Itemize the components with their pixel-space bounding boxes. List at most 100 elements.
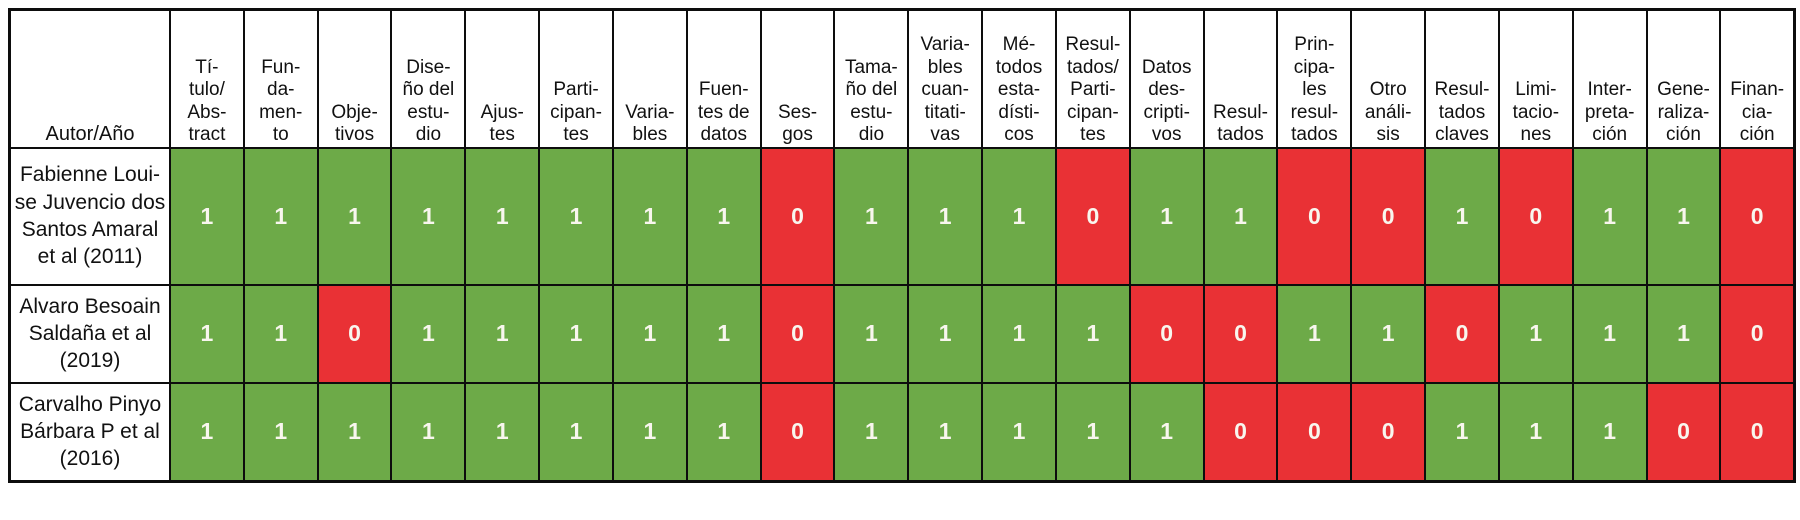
score-cell: 0 xyxy=(759,146,836,286)
author-cell: Fabienne Loui- se Juvencio dos Santos Am… xyxy=(8,146,171,286)
score-cell: 0 xyxy=(1719,381,1796,483)
score-cell: 0 xyxy=(1054,146,1131,286)
column-header: Finan- cia- ción xyxy=(1719,8,1796,149)
column-header: Inter- preta- ción xyxy=(1571,8,1648,149)
table-head: Autor/Año Tí- tulo/ Abs- tract Fun- da- me… xyxy=(8,8,1796,149)
score-cell: 0 xyxy=(1350,146,1427,286)
author-cell: Carvalho Pinyo Bárbara P et al (2016) xyxy=(8,381,171,483)
score-cell: 1 xyxy=(1128,381,1205,483)
score-cell: 1 xyxy=(1571,283,1648,384)
score-cell: 0 xyxy=(1202,381,1279,483)
score-cell: 1 xyxy=(390,381,467,483)
column-header: Dise- ño del estu- dio xyxy=(390,8,467,149)
score-cell: 0 xyxy=(1202,283,1279,384)
table-row: Carvalho Pinyo Bárbara P et al (2016) 1 1 1… xyxy=(8,381,1796,483)
score-cell: 1 xyxy=(1054,381,1131,483)
score-cell: 0 xyxy=(1128,283,1205,384)
score-cell: 0 xyxy=(1719,146,1796,286)
column-header: Tama- ño del estu- dio xyxy=(833,8,910,149)
score-cell: 0 xyxy=(1276,146,1353,286)
table-row: Alvaro Besoain Saldaña et al (2019) 1 1 0 1 1… xyxy=(8,283,1796,384)
score-cell: 1 xyxy=(390,146,467,286)
column-header: Limi- tacio- nes xyxy=(1497,8,1574,149)
score-cell: 0 xyxy=(1424,283,1500,384)
score-cell: 0 xyxy=(759,381,836,483)
score-cell: 1 xyxy=(538,283,614,384)
strobe-score-table: Autor/Año Tí- tulo/ Abs- tract Fun- da- me… xyxy=(8,8,1796,483)
score-cell: 1 xyxy=(1350,283,1427,384)
author-year-header: Autor/Año xyxy=(8,8,171,149)
column-header: Obje- tivos xyxy=(316,8,393,149)
score-cell: 0 xyxy=(1350,381,1427,483)
score-cell: 1 xyxy=(981,146,1057,286)
column-header: Mé- todos esta- dísti- cos xyxy=(981,8,1057,149)
score-cell: 1 xyxy=(1645,146,1722,286)
score-cell: 1 xyxy=(611,381,688,483)
score-cell: 1 xyxy=(464,381,541,483)
score-cell: 1 xyxy=(1645,283,1722,384)
score-cell: 1 xyxy=(1571,146,1648,286)
header-row: Autor/Año Tí- tulo/ Abs- tract Fun- da- me… xyxy=(8,8,1796,149)
column-header: Datos des- cripti- vos xyxy=(1128,8,1205,149)
score-cell: 1 xyxy=(1054,283,1131,384)
score-cell: 1 xyxy=(242,146,319,286)
score-cell: 1 xyxy=(981,381,1057,483)
column-header: Varia- bles cuan- titati- vas xyxy=(907,8,984,149)
score-cell: 1 xyxy=(685,381,762,483)
quality-assessment-matrix: Autor/Año Tí- tulo/ Abs- tract Fun- da- me… xyxy=(8,8,1796,483)
author-cell: Alvaro Besoain Saldaña et al (2019) xyxy=(8,283,171,384)
score-cell: 0 xyxy=(1497,146,1574,286)
score-cell: 1 xyxy=(685,146,762,286)
table-body: Fabienne Loui- se Juvencio dos Santos Am… xyxy=(8,146,1796,483)
score-cell: 1 xyxy=(685,283,762,384)
score-cell: 1 xyxy=(316,381,393,483)
score-cell: 1 xyxy=(242,381,319,483)
score-cell: 1 xyxy=(833,381,910,483)
score-cell: 0 xyxy=(759,283,836,384)
score-cell: 1 xyxy=(907,381,984,483)
score-cell: 1 xyxy=(538,146,614,286)
score-cell: 1 xyxy=(1128,146,1205,286)
column-header: Resul- tados xyxy=(1202,8,1279,149)
score-cell: 0 xyxy=(316,283,393,384)
score-cell: 1 xyxy=(169,283,245,384)
column-header: Otro análi- sis xyxy=(1350,8,1427,149)
score-cell: 1 xyxy=(242,283,319,384)
score-cell: 1 xyxy=(538,381,614,483)
score-cell: 1 xyxy=(1571,381,1648,483)
score-cell: 0 xyxy=(1645,381,1722,483)
score-cell: 1 xyxy=(1424,381,1500,483)
score-cell: 1 xyxy=(1276,283,1353,384)
column-header: Gene- raliza- ción xyxy=(1645,8,1722,149)
column-header: Resul- tados claves xyxy=(1424,8,1500,149)
score-cell: 1 xyxy=(464,146,541,286)
score-cell: 0 xyxy=(1276,381,1353,483)
score-cell: 1 xyxy=(833,146,910,286)
column-header: Varia- bles xyxy=(611,8,688,149)
score-cell: 1 xyxy=(611,146,688,286)
score-cell: 1 xyxy=(316,146,393,286)
column-header: Parti- cipan- tes xyxy=(538,8,614,149)
score-cell: 1 xyxy=(1497,381,1574,483)
score-cell: 1 xyxy=(907,146,984,286)
score-cell: 1 xyxy=(1202,146,1279,286)
score-cell: 1 xyxy=(833,283,910,384)
column-header: Resul- tados/ Parti- cipan- tes xyxy=(1054,8,1131,149)
column-header: Tí- tulo/ Abs- tract xyxy=(169,8,245,149)
column-header: Ajus- tes xyxy=(464,8,541,149)
score-cell: 1 xyxy=(611,283,688,384)
score-cell: 1 xyxy=(981,283,1057,384)
score-cell: 1 xyxy=(390,283,467,384)
score-cell: 1 xyxy=(907,283,984,384)
score-cell: 1 xyxy=(1424,146,1500,286)
score-cell: 1 xyxy=(169,146,245,286)
score-cell: 1 xyxy=(169,381,245,483)
column-header: Fun- da- men- to xyxy=(242,8,319,149)
table-row: Fabienne Loui- se Juvencio dos Santos Am… xyxy=(8,146,1796,286)
score-cell: 1 xyxy=(1497,283,1574,384)
column-header: Fuen- tes de datos xyxy=(685,8,762,149)
score-cell: 1 xyxy=(464,283,541,384)
column-header: Ses- gos xyxy=(759,8,836,149)
score-cell: 0 xyxy=(1719,283,1796,384)
column-header: Prin- cipa- les resul- tados xyxy=(1276,8,1353,149)
